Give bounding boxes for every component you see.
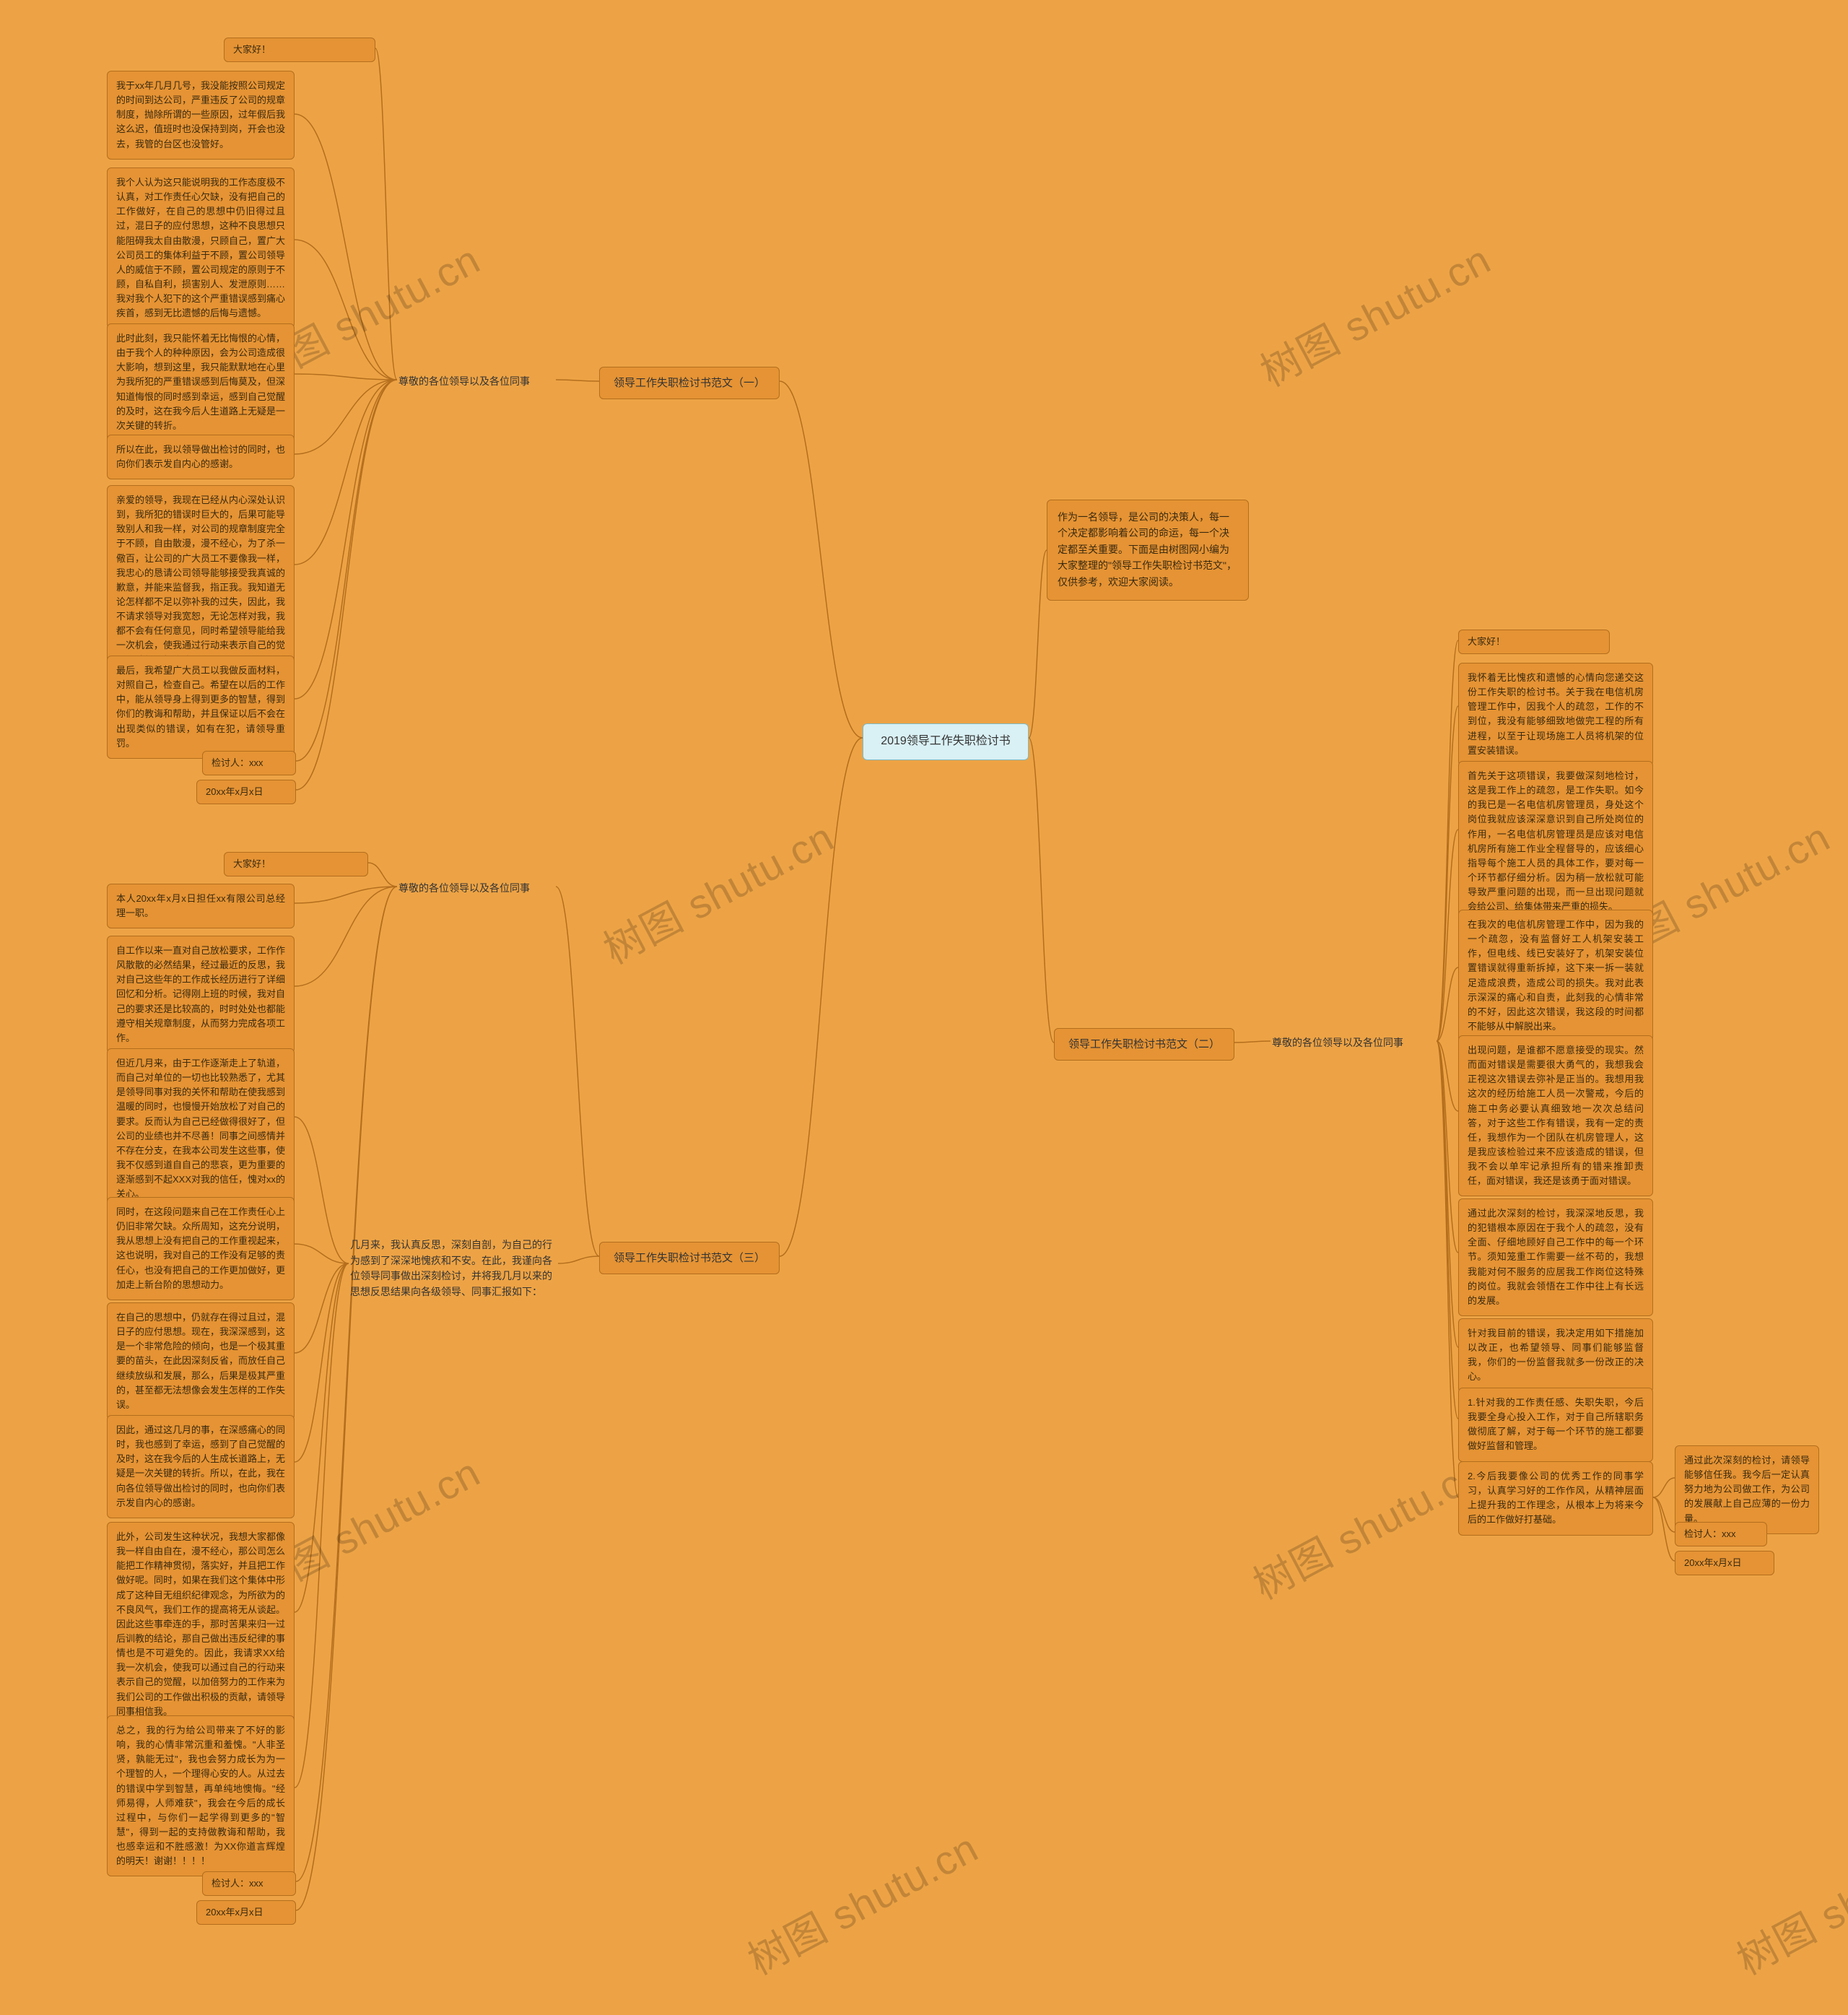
- b3-leaf-4: 同时，在这段问题来自己在工作责任心上仍旧非常欠缺。众所周知，这充分说明，我从思想…: [107, 1197, 295, 1300]
- b3-leaf-2: 自工作以来一直对自己放松要求，工作作风散散的必然结果，经过最近的反思，我对自己这…: [107, 936, 295, 1053]
- preface-node: 作为一名领导，是公司的决策人，每一个决定都影响着公司的命运，每一个决定都至关重要…: [1047, 500, 1249, 601]
- b3-leaf-5: 在自己的思想中，仍就存在得过且过，混日子的应付思想。现在，我深深感到，这是一个非…: [107, 1302, 295, 1420]
- watermark: 树图 shutu.cn: [736, 1816, 987, 1987]
- b3-topic: 领导工作失职检讨书范文（三）: [599, 1242, 780, 1274]
- b1-leaf-1: 我于xx年几月几号，我没能按照公司规定的时间到达公司，严重违反了公司的规章制度，…: [107, 71, 295, 160]
- b1-leaf-5: 亲爱的领导，我现在已经从内心深处认识到，我所犯的错误时巨大的，后果可能导致别人和…: [107, 485, 295, 676]
- b3-leaf-6: 因此，通过这几月的事，在深感痛心的同时，我也感到了幸运，感到了自己觉醒的及时，这…: [107, 1415, 295, 1518]
- b2-leaf-2: 首先关于这项错误，我要做深刻地检讨，这是我工作上的疏忽，是工作失职。如今的我已是…: [1458, 761, 1653, 922]
- b1-leaf-4: 所以在此，我以领导做出检讨的同时，也向你们表示发自内心的感谢。: [107, 435, 295, 479]
- watermark: 树图 shutu.cn: [1249, 228, 1499, 399]
- b2-leaf-3: 在我次的电信机房管理工作中，因为我的一个疏忽，没有监督好工人机架安装工作，但电线…: [1458, 910, 1653, 1042]
- b3-leaf-0: 大家好！: [224, 852, 368, 876]
- b2-leaf-0: 大家好！: [1458, 630, 1610, 654]
- center-node: 2019领导工作失职检讨书: [863, 723, 1029, 760]
- b2-leaf-4: 出现问题，是谁都不愿意接受的现实。然而面对错误是需要很大勇气的，我想我会正视这次…: [1458, 1035, 1653, 1196]
- b1-leaf-6: 最后，我希望广大员工以我做反面材料，对照自己，检查自己。希望在以后的工作中，能从…: [107, 656, 295, 759]
- b3-sub: 尊敬的各位领导以及各位同事: [397, 878, 556, 900]
- b3-leaf-9: 检讨人：xxx: [202, 1871, 296, 1896]
- b3-leaf-3: 但近几月来，由于工作逐渐走上了轨道，而自己对单位的一切也比较熟悉了，尤其是领导同…: [107, 1048, 295, 1209]
- b2-leaf-9: 通过此次深刻的检讨，请领导能够信任我。我今后一定认真努力地为公司做工作，为公司的…: [1675, 1445, 1819, 1534]
- b3-leaf-7: 此外，公司发生这种状况，我想大家都像我一样自由自在，漫不经心，那公司怎么能把工作…: [107, 1522, 295, 1727]
- b1-sub: 尊敬的各位领导以及各位同事: [397, 371, 556, 393]
- b2-leaf-8: 2.今后我要像公司的优秀工作的同事学习，认真学习好的工作作风，从精神层面上提升我…: [1458, 1461, 1653, 1536]
- b3-leaf-1: 本人20xx年x月x日担任xx有限公司总经理一职。: [107, 884, 295, 928]
- b1-leaf-8: 20xx年x月x日: [196, 780, 296, 804]
- b2-leaf-6: 针对我目前的错误，我决定用如下措施加以改正，也希望领导、同事们能够监督我，你们的…: [1458, 1318, 1653, 1393]
- b2-leaf-11: 20xx年x月x日: [1675, 1551, 1774, 1575]
- b2-leaf-7: 1.针对我的工作责任感、失职失职，今后我要全身心投入工作，对于自己所辖职务做彻底…: [1458, 1388, 1653, 1462]
- b2-sub: 尊敬的各位领导以及各位同事: [1270, 1032, 1437, 1054]
- b2-leaf-1: 我怀着无比愧疚和遗憾的心情向您递交这份工作失职的检讨书。关于我在电信机房管理工作…: [1458, 663, 1653, 766]
- b1-leaf-3: 此时此刻，我只能怀着无比悔恨的心情，由于我个人的种种原因，会为公司造成很大影响，…: [107, 323, 295, 441]
- b3-leaf-10: 20xx年x月x日: [196, 1900, 296, 1925]
- watermark: 树图 shutu.cn: [1725, 1816, 1848, 1987]
- b3-subB: 几月来，我认真反思，深刻自剖，为自己的行为感到了深深地愧疚和不安。在此，我谨向各…: [349, 1235, 558, 1303]
- b3-leaf-8: 总之，我的行为给公司带来了不好的影响，我的心情非常沉重和羞愧。"人非圣贤，孰能无…: [107, 1715, 295, 1876]
- b1-leaf-7: 检讨人：xxx: [202, 751, 296, 775]
- b2-leaf-10: 检讨人：xxx: [1675, 1522, 1767, 1546]
- b2-leaf-5: 通过此次深刻的检讨，我深深地反思，我的犯错根本原因在于我个人的疏忽，没有全面、仔…: [1458, 1198, 1653, 1316]
- watermark: 树图 shutu.cn: [1242, 1441, 1492, 1611]
- watermark: 树图 shutu.cn: [592, 806, 842, 976]
- b1-leaf-2: 我个人认为这只能说明我的工作态度极不认真，对工作责任心欠缺，没有把自己的工作做好…: [107, 167, 295, 328]
- b2-topic: 领导工作失职检讨书范文（二）: [1054, 1028, 1234, 1061]
- b1-leaf-0: 大家好！: [224, 38, 375, 62]
- b1-topic: 领导工作失职检讨书范文（一）: [599, 367, 780, 399]
